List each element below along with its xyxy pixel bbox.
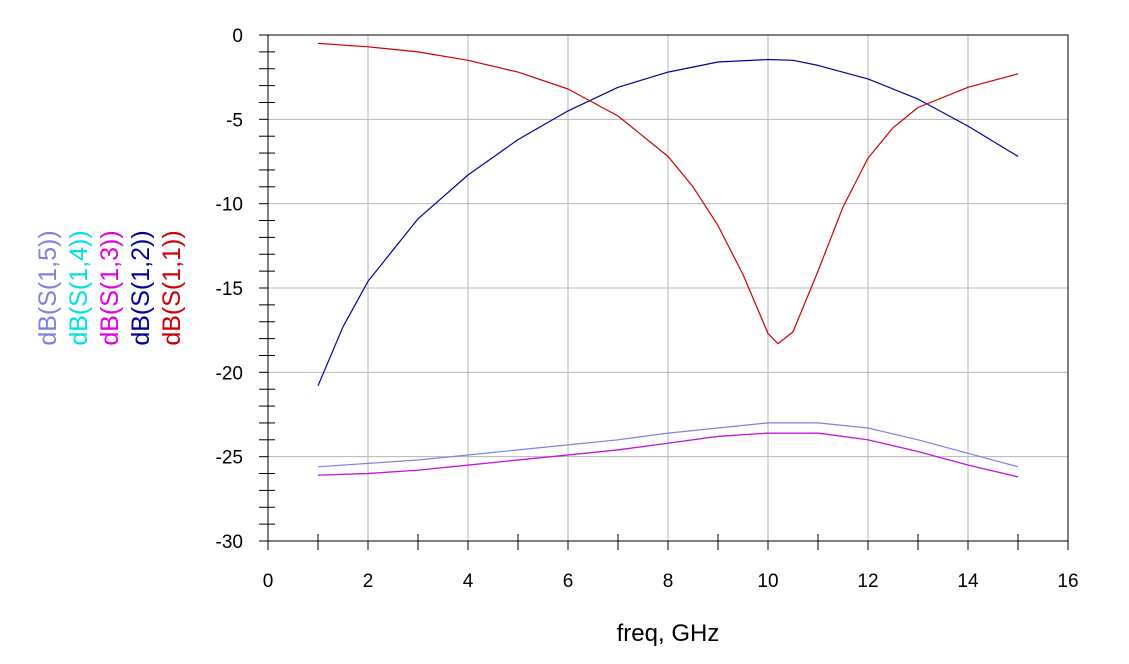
x-tick-label: 16: [1057, 571, 1078, 592]
series-lines: [317, 42, 1019, 478]
x-tick-label: 12: [857, 571, 878, 592]
y-tick-labels: 0 -5 -10 -15 -20 -25 -30: [216, 26, 243, 553]
x-tick-label: 2: [363, 571, 374, 592]
series-line-5: [317, 42, 1019, 345]
series-line-1: [317, 422, 1019, 468]
minor-ticks: [259, 34, 1069, 550]
x-tick-label: 4: [463, 571, 474, 592]
legend-label-4: dB(S(1,2)): [127, 230, 155, 345]
y-tick-label: 0: [232, 26, 243, 47]
legend-label-5: dB(S(1,1)): [158, 230, 186, 345]
y-tick-label: -10: [216, 195, 243, 216]
legend-label-3: dB(S(1,3)): [96, 230, 124, 345]
x-tick-label: 10: [757, 571, 778, 592]
x-tick-labels: 0 2 4 6 8 10 12 14 16: [263, 571, 1079, 592]
y-tick-label: -5: [226, 110, 243, 131]
legend: dB(S(1,5)) dB(S(1,4)) dB(S(1,3)) dB(S(1,2))…: [34, 230, 186, 345]
y-tick-label: -30: [216, 532, 243, 553]
x-tick-label: 0: [263, 571, 274, 592]
series-line-4: [317, 58, 1019, 387]
x-axis-title: freq, GHz: [617, 620, 720, 647]
x-tick-label: 8: [663, 571, 674, 592]
y-tick-label: -15: [216, 279, 243, 300]
series-line-3: [317, 432, 1019, 478]
y-tick-label: -20: [216, 363, 243, 384]
legend-label-2: dB(S(1,4)): [65, 230, 93, 345]
legend-label-1: dB(S(1,5)): [34, 230, 62, 345]
x-tick-label: 6: [563, 571, 574, 592]
grid-lines: [267, 34, 1069, 542]
y-tick-label: -25: [216, 448, 243, 469]
plot-frame: [267, 34, 1069, 542]
x-tick-label: 14: [957, 571, 979, 592]
